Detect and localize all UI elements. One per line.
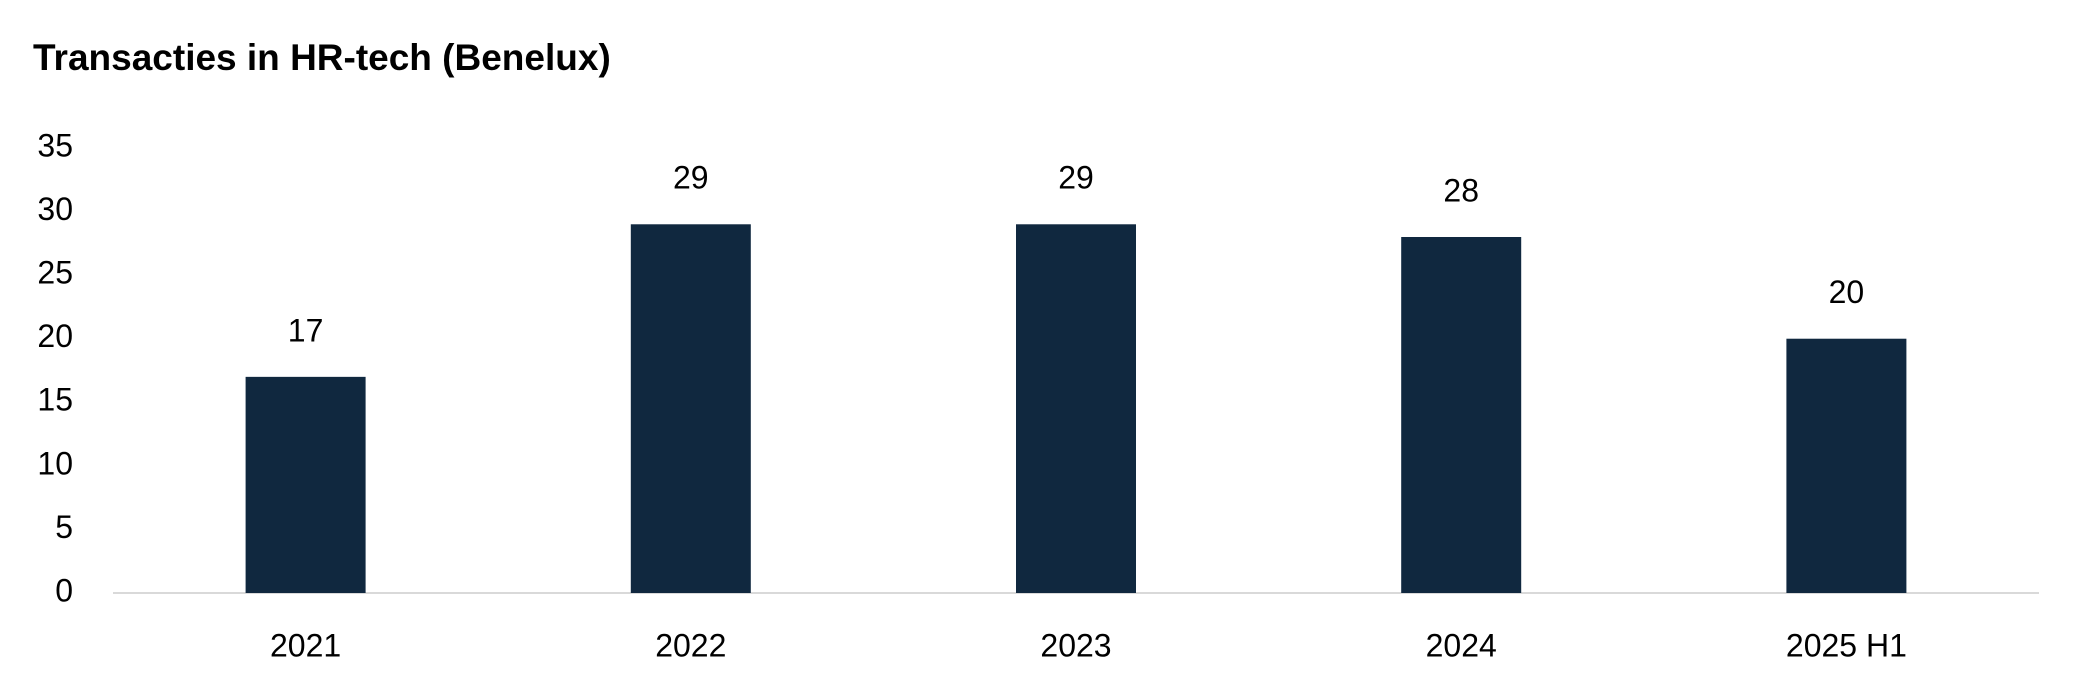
y-tick-label: 15: [37, 382, 73, 418]
bar: [245, 376, 366, 593]
bar: [630, 224, 751, 594]
y-tick-label: 25: [37, 255, 73, 291]
data-label: 17: [288, 312, 324, 348]
y-tick-label: 0: [55, 572, 73, 608]
y-tick-label: 5: [55, 509, 73, 545]
x-tick-label: 2023: [1040, 627, 1111, 663]
y-tick-label: 20: [37, 318, 73, 354]
bar: [1016, 224, 1136, 594]
bar: [1786, 338, 1907, 593]
bar: [1401, 237, 1522, 593]
y-tick-label: 35: [37, 127, 73, 163]
x-tick-label: 2022: [655, 627, 726, 663]
data-label: 28: [1443, 172, 1479, 208]
x-tick-label: 2024: [1426, 627, 1497, 663]
x-tick-label: 2025 H1: [1786, 627, 1907, 663]
data-label: 20: [1829, 274, 1865, 310]
x-tick-label: 2021: [270, 627, 341, 663]
data-label: 29: [673, 160, 709, 196]
data-label: 29: [1058, 160, 1094, 196]
y-tick-label: 10: [37, 445, 73, 481]
y-tick-label: 30: [37, 191, 73, 227]
chart-title: Transacties in HR-tech (Benelux): [33, 37, 611, 78]
